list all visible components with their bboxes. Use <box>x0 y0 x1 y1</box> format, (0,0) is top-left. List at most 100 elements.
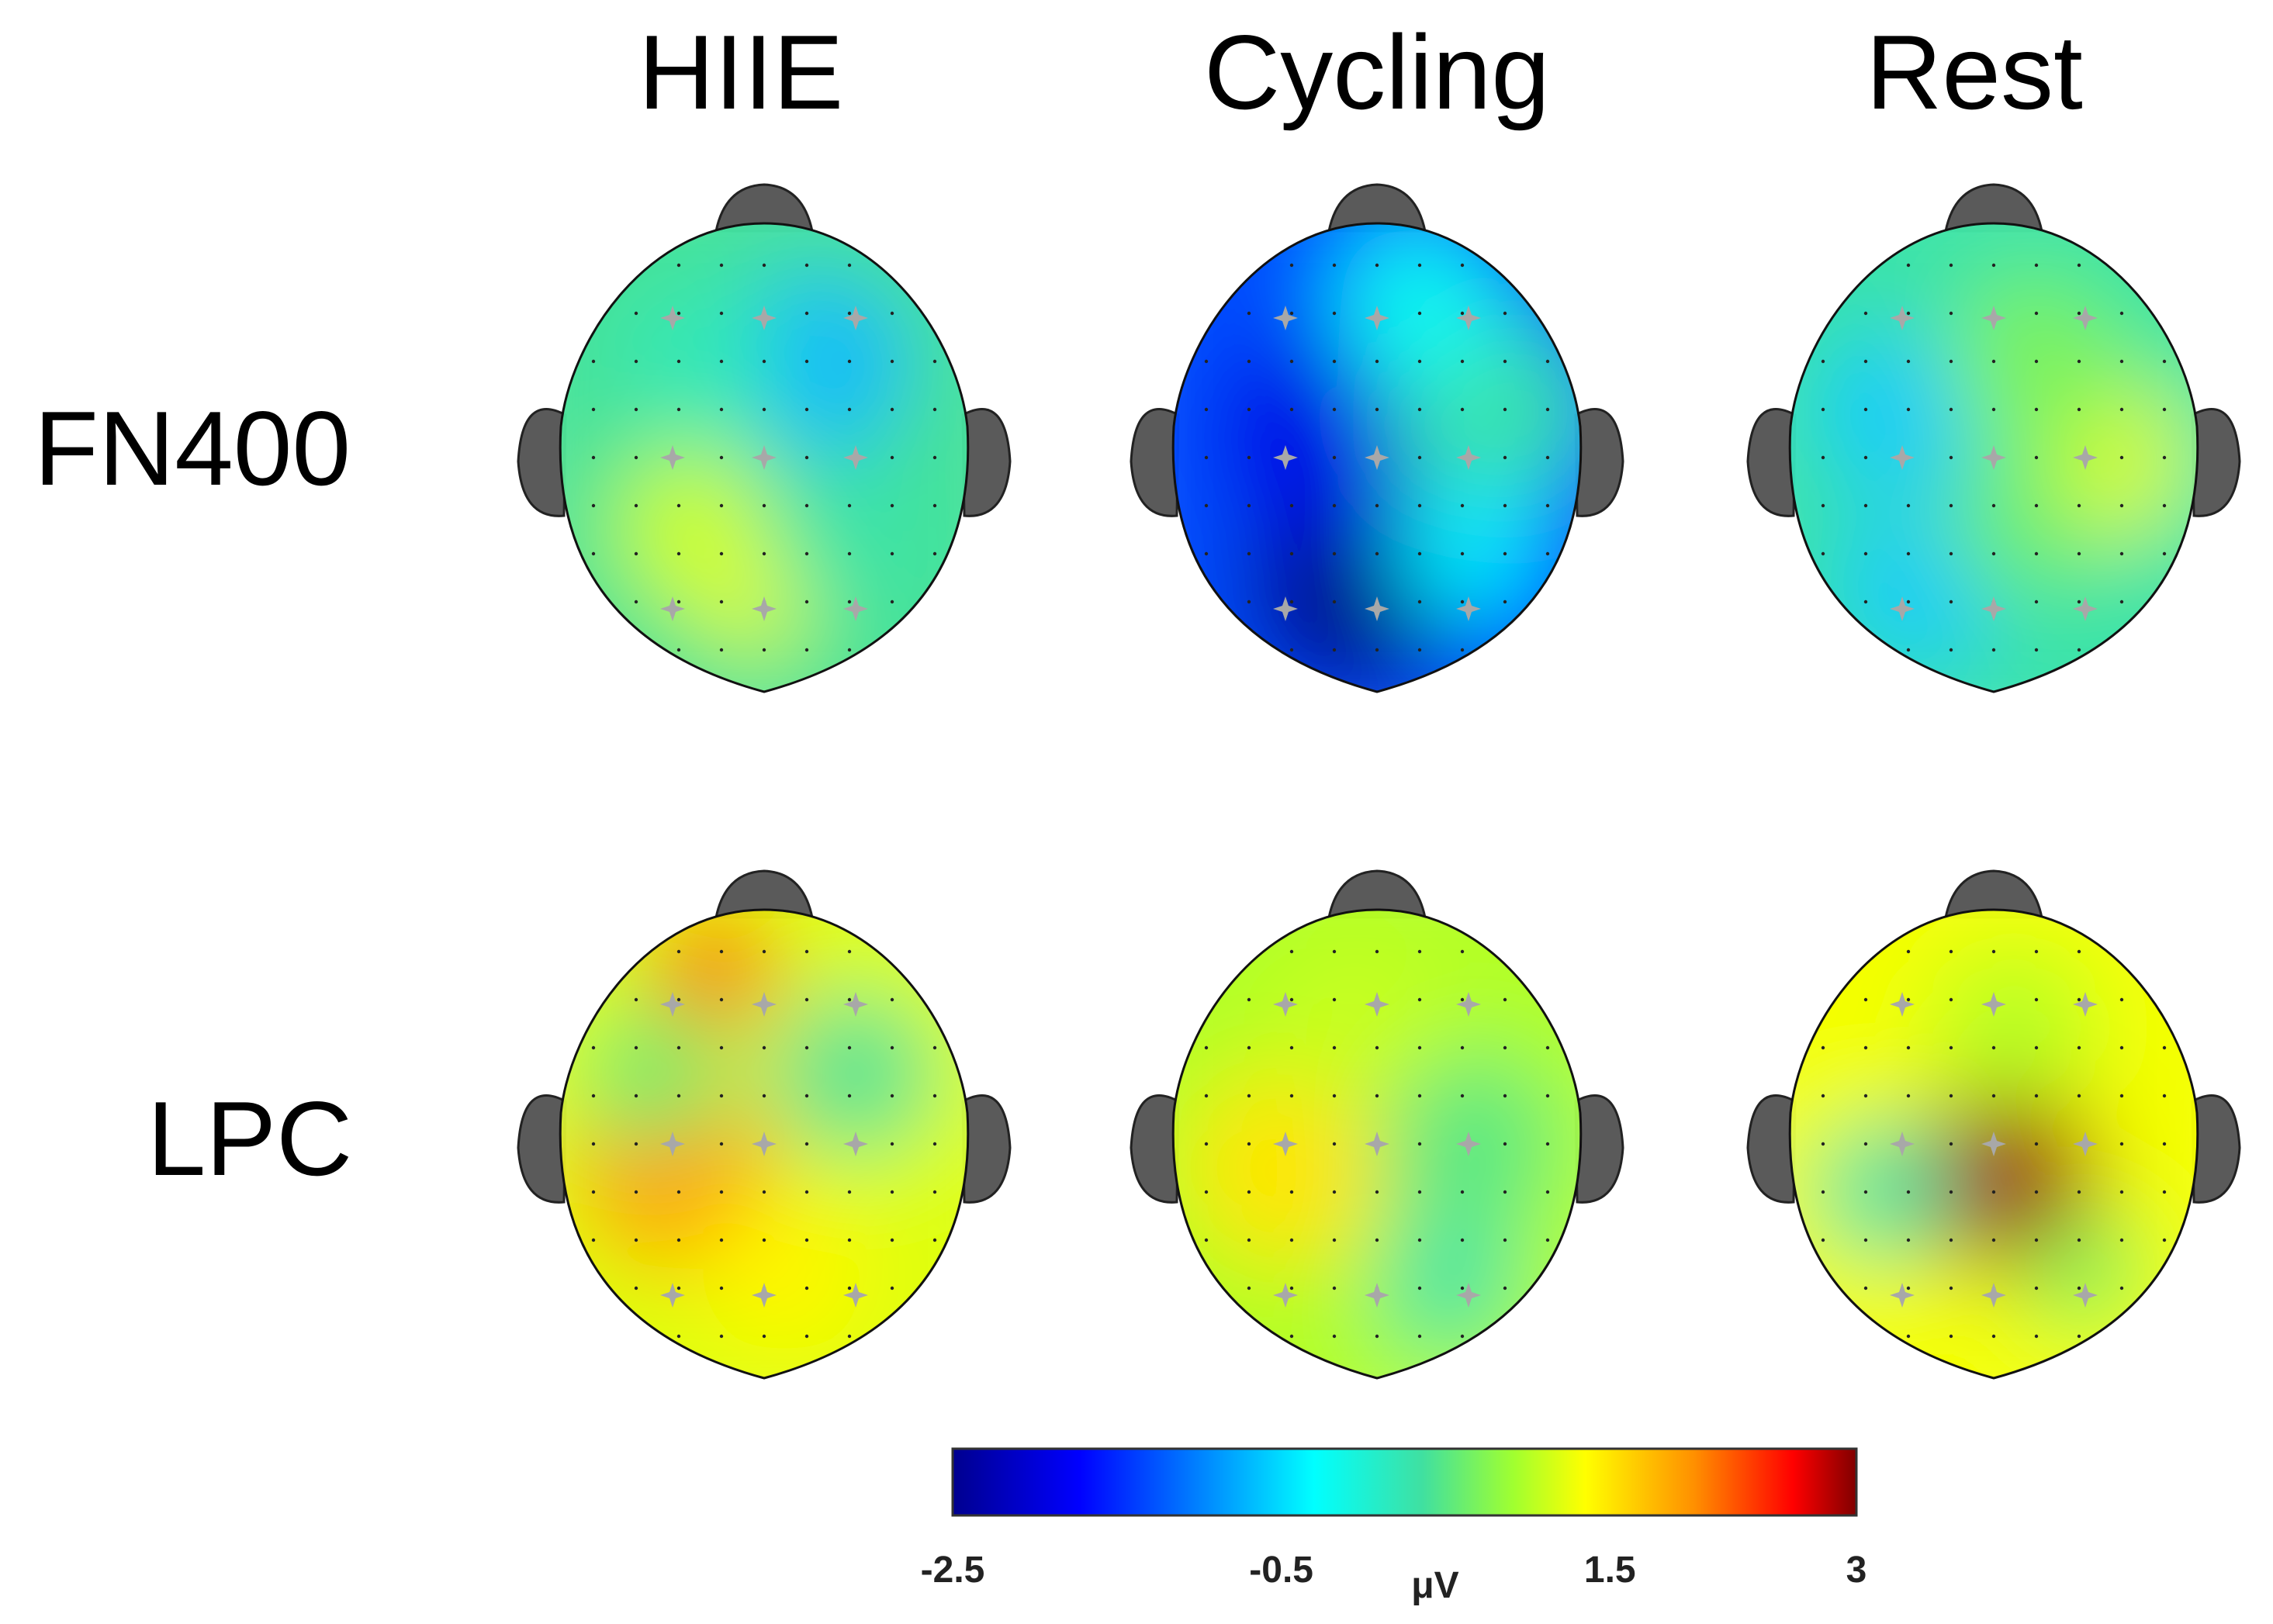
head-outline-lpc-cycling <box>1171 908 1583 1380</box>
electrode-dot <box>1417 949 1422 954</box>
electrode-dot <box>2077 359 2081 364</box>
electrode-dot <box>1204 1286 1209 1291</box>
electrode-dot <box>2034 1094 2039 1098</box>
electrode-dot <box>1289 599 1294 604</box>
electrode-dot <box>847 648 852 652</box>
electrode-dot <box>1503 1045 1507 1050</box>
column-title-cycling: Cycling <box>1204 13 1550 131</box>
left-ear-fn400-cycling <box>1130 408 1180 517</box>
electrode-dot <box>1247 1045 1251 1050</box>
electrode-dot <box>1949 949 1953 954</box>
electrode-dot <box>2077 1238 2081 1242</box>
electrode-dot <box>634 263 638 268</box>
electrode-dot <box>1545 455 1550 460</box>
nose-lpc-rest <box>1944 869 2043 919</box>
electrode-dot <box>1247 263 1251 268</box>
electrode-dot <box>1204 1334 1209 1339</box>
electrode-dot <box>1204 311 1209 316</box>
electrode-dot <box>1906 599 1911 604</box>
electrode-dot <box>1906 1190 1911 1194</box>
electrode-marker <box>1890 445 1915 470</box>
electrode-dot <box>890 455 894 460</box>
electrode-dot <box>1247 455 1251 460</box>
electrode-dot <box>2119 599 2124 604</box>
electrode-dot <box>1204 359 1209 364</box>
electrode-marker <box>843 596 868 621</box>
electrode-marker <box>752 306 777 330</box>
electrode-marker <box>1981 1132 2006 1156</box>
electrode-dot <box>1204 648 1209 652</box>
electrode-marker <box>1981 445 2006 470</box>
electrode-marker <box>1981 992 2006 1017</box>
head-outline-fn400-cycling <box>1171 222 1583 693</box>
electrode-dot <box>1949 1045 1953 1050</box>
electrode-dot <box>719 949 724 954</box>
potential-spot-lpc-rest-4 <box>2024 1211 2147 1334</box>
scalp-field-lpc-hiie <box>560 910 968 1378</box>
electrode-dot <box>890 1094 894 1098</box>
electrode-dot <box>804 599 809 604</box>
electrode-marker <box>1456 992 1481 1017</box>
electrode-dot <box>2119 997 2124 1002</box>
electrode-dot <box>1863 1286 1868 1291</box>
electrode-dot <box>932 503 937 508</box>
electrode-dot <box>1417 311 1422 316</box>
electrode-dot <box>2119 1190 2124 1194</box>
electrode-dot <box>932 1334 937 1339</box>
electrode-marker <box>843 306 868 330</box>
electrode-dot <box>1991 1094 1996 1098</box>
electrode-dot <box>1417 503 1422 508</box>
electrode-dot <box>2077 1094 2081 1098</box>
electrode-marker <box>1981 1283 2006 1308</box>
electrode-dot <box>2034 997 2039 1002</box>
electrode-dot <box>634 407 638 412</box>
electrode-dot <box>1503 1094 1507 1098</box>
electrode-marker <box>1273 992 1298 1017</box>
electrode-marker <box>1456 1283 1481 1308</box>
electrode-dot <box>1289 1045 1294 1050</box>
electrode-dot <box>2077 551 2081 556</box>
electrode-dot <box>634 1142 638 1146</box>
electrode-dot <box>2119 1094 2124 1098</box>
electrode-dot <box>2162 599 2167 604</box>
electrode-dot <box>1991 648 1996 652</box>
electrode-dot <box>1332 1045 1337 1050</box>
electrode-dot <box>1289 1094 1294 1098</box>
electrode-marker <box>1890 596 1915 621</box>
electrode-dot <box>1545 648 1550 652</box>
electrode-dot <box>847 311 852 316</box>
electrode-dot <box>2034 1334 2039 1339</box>
electrode-dot <box>591 1190 596 1194</box>
scalp-field-lpc-rest <box>1790 910 2198 1378</box>
electrode-dot <box>2034 648 2039 652</box>
electrode-dot <box>719 1334 724 1339</box>
electrode-dot <box>2077 1045 2081 1050</box>
electrode-dot <box>1332 1142 1337 1146</box>
electrode-dot <box>1204 1094 1209 1098</box>
electrode-dot <box>1503 599 1507 604</box>
electrode-dot <box>634 551 638 556</box>
electrode-dot <box>1863 1094 1868 1098</box>
electrode-marker <box>752 445 777 470</box>
electrode-dot <box>591 949 596 954</box>
electrode-dot <box>1417 599 1422 604</box>
electrode-dot <box>804 1094 809 1098</box>
electrode-dot <box>1204 407 1209 412</box>
electrode-dot <box>804 648 809 652</box>
electrode-dot <box>1417 455 1422 460</box>
electrode-dot <box>1821 551 1825 556</box>
electrode-dot <box>1906 263 1911 268</box>
electrode-marker <box>2073 596 2098 621</box>
electrode-dot <box>1332 1094 1337 1098</box>
electrode-dot <box>1991 359 1996 364</box>
electrode-dot <box>1289 949 1294 954</box>
electrode-dot <box>1949 407 1953 412</box>
electrode-dot <box>1247 1190 1251 1194</box>
electrode-marker <box>1273 596 1298 621</box>
electrode-dot <box>762 407 766 412</box>
electrode-dot <box>1375 551 1379 556</box>
electrode-dot <box>1863 1045 1868 1050</box>
electrode-marker <box>1890 992 1915 1017</box>
potential-spot-fn400-rest-1 <box>1821 329 1984 492</box>
electrode-dot <box>1545 599 1550 604</box>
